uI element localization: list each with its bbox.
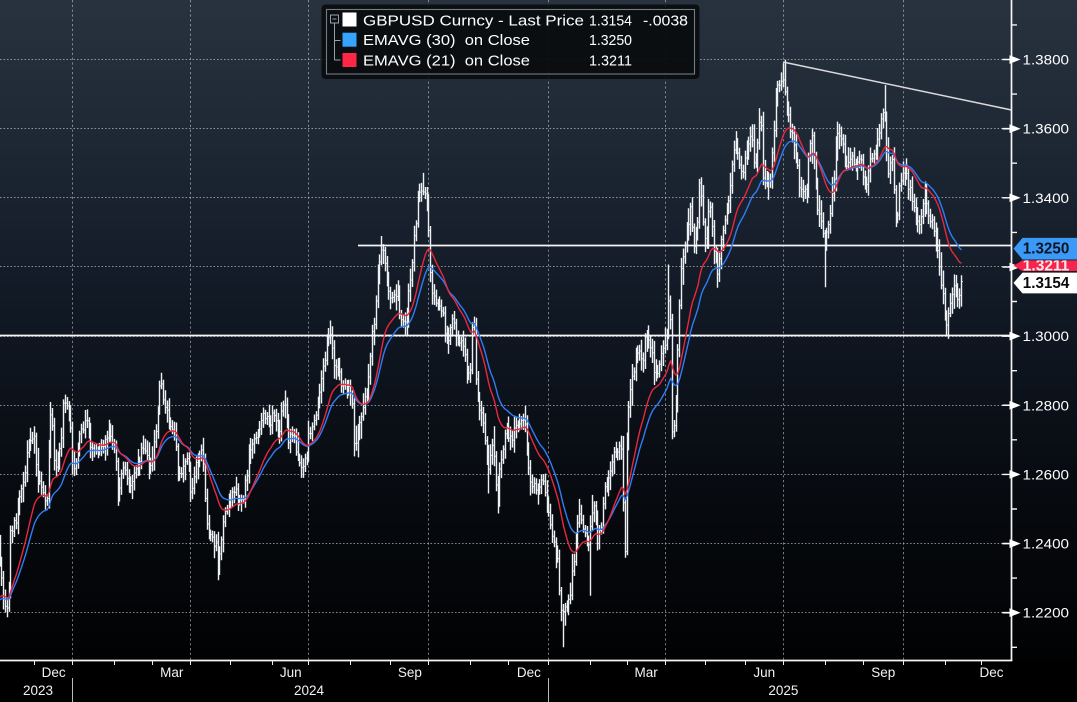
svg-text:-.0038: -.0038: [643, 13, 688, 30]
svg-text:Jun: Jun: [753, 665, 775, 680]
svg-text:1.3250: 1.3250: [589, 32, 632, 49]
svg-text:Jun: Jun: [280, 665, 302, 680]
svg-text:Mar: Mar: [634, 665, 658, 680]
svg-text:1.3800: 1.3800: [1023, 52, 1070, 68]
svg-text:EMAVG (21) on Close: EMAVG (21) on Close: [363, 52, 530, 69]
svg-text:Sep: Sep: [871, 665, 895, 680]
svg-text:1.3400: 1.3400: [1023, 190, 1070, 206]
svg-text:1.3000: 1.3000: [1023, 328, 1070, 344]
svg-text:2023: 2023: [23, 683, 53, 698]
svg-text:2024: 2024: [294, 683, 325, 698]
svg-text:2025: 2025: [768, 683, 798, 698]
svg-text:1.3250: 1.3250: [1023, 241, 1070, 258]
svg-text:1.2400: 1.2400: [1023, 536, 1070, 552]
svg-text:Dec: Dec: [517, 665, 541, 680]
svg-text:1.3154: 1.3154: [1023, 275, 1070, 292]
svg-text:Sep: Sep: [398, 665, 422, 680]
svg-text:1.3154: 1.3154: [589, 13, 632, 30]
svg-text:EMAVG (30) on Close: EMAVG (30) on Close: [363, 32, 530, 49]
svg-text:Dec: Dec: [979, 665, 1003, 680]
svg-text:1.3600: 1.3600: [1023, 121, 1070, 137]
svg-text:1.2600: 1.2600: [1023, 466, 1070, 482]
svg-text:1.2200: 1.2200: [1023, 605, 1070, 621]
svg-text:Dec: Dec: [42, 665, 66, 680]
svg-text:1.3211: 1.3211: [589, 52, 632, 69]
svg-text:GBPUSD Curncy - Last Price: GBPUSD Curncy - Last Price: [363, 13, 584, 30]
svg-text:1.3211: 1.3211: [1023, 257, 1070, 274]
svg-text:Mar: Mar: [160, 665, 184, 680]
svg-text:1.2800: 1.2800: [1023, 397, 1070, 413]
